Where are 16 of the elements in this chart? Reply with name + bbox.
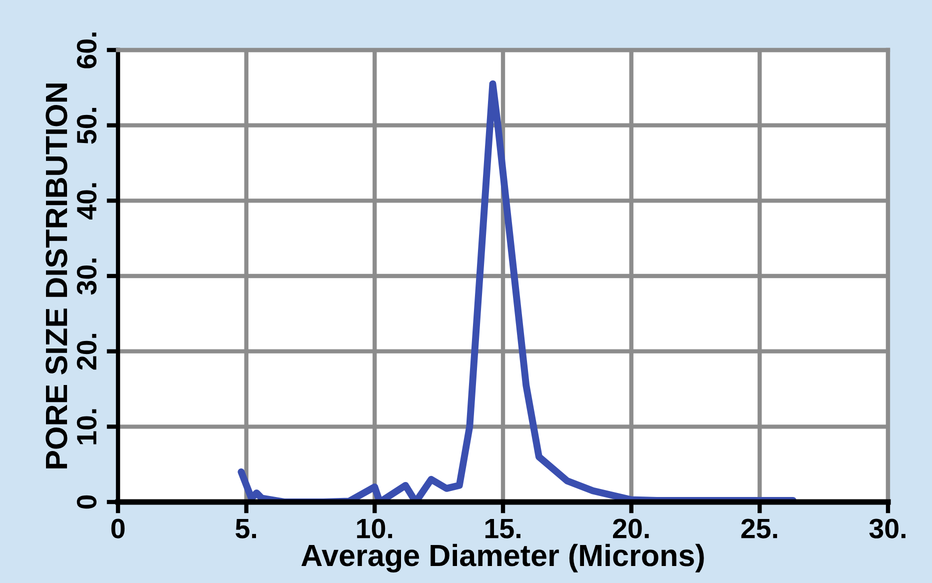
x-tick-label: 15. [485,518,520,538]
y-tick-label: 60. [76,32,97,68]
y-tick-label: 40. [76,183,97,220]
x-axis-title: Average Diameter (Microns) [301,544,704,572]
y-tick-label: 20. [76,334,97,370]
x-tick-label: 30. [869,518,906,538]
x-tick-label: 10. [357,518,392,538]
y-axis-title: PORE SIZE DISTRIBUTION [46,84,68,468]
y-tick-label: 50. [76,108,97,144]
y-tick-label: 10. [76,409,97,444]
x-tick-label: 20. [612,518,649,538]
x-tick-label: 25. [741,518,778,538]
y-tick-label: 0 [76,495,97,509]
x-tick-label: 5. [236,518,256,538]
y-tick-label: 30. [76,258,97,295]
x-tick-label: 0 [111,518,125,538]
